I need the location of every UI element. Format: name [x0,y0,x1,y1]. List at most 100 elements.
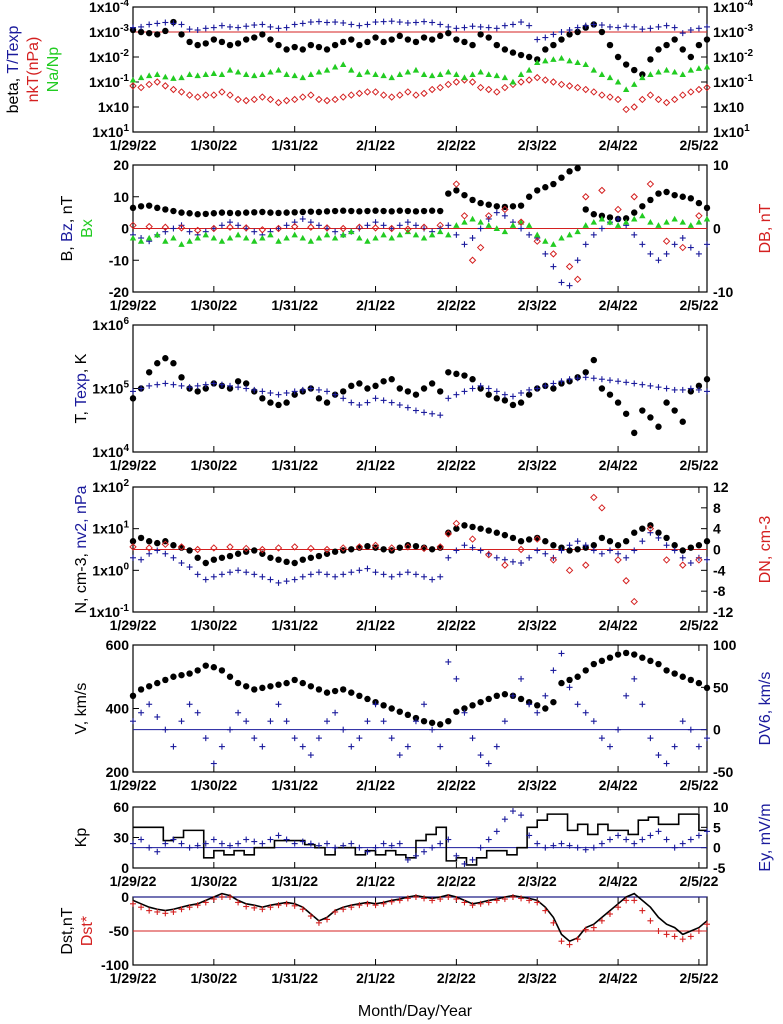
data-point [162,27,169,35]
data-point [388,842,395,849]
data-point [429,576,436,583]
data-point [178,31,185,38]
data-point [339,231,347,238]
data-point [340,906,347,913]
data-point [235,709,242,716]
data-point [493,41,501,49]
dst-line [132,892,708,943]
data-point [162,380,169,387]
data-point [388,36,395,43]
data-point [704,556,710,563]
data-point [517,538,525,545]
y-tick-label: 0 [121,889,129,905]
data-point [356,234,363,241]
data-point [517,399,525,406]
data-point [371,224,380,232]
data-point [437,207,444,215]
data-point [387,93,396,101]
data-point [259,71,266,77]
data-point [242,544,250,553]
data-point [622,218,630,225]
data-point [534,840,541,847]
data-point [525,222,533,228]
data-point [437,388,444,395]
data-point [299,74,306,81]
data-point [598,376,605,383]
series-T [129,355,711,437]
data-point [146,382,153,389]
data-point [275,401,282,409]
data-point [364,565,371,572]
data-point [501,46,509,53]
data-point [258,545,267,554]
data-point [420,718,428,725]
data-point [137,534,145,542]
data-point [550,180,557,188]
data-point [453,370,460,378]
data-point [129,234,137,241]
data-point [283,234,290,241]
y-axis-label-right: Ey, mV/m [757,803,774,871]
data-point [662,556,671,564]
data-point [534,36,541,43]
data-point [178,559,185,566]
data-point [307,238,315,244]
data-point [259,550,266,557]
data-point [485,695,492,703]
data-point [541,76,550,84]
data-point [202,71,209,77]
data-point [429,897,436,904]
data-point [291,735,298,742]
data-point [477,68,484,75]
data-point [315,18,322,25]
y-tick-label: 1x104 [92,443,129,460]
data-point [356,844,363,851]
data-point [210,70,218,76]
data-point [315,395,323,402]
data-point [130,900,136,907]
data-point [526,231,533,238]
data-point [146,21,153,28]
data-point [130,24,136,31]
data-point [218,88,226,96]
data-point [404,36,412,43]
data-point [275,238,282,244]
series-Ey [130,808,710,867]
data-point [485,24,492,31]
data-point [647,414,654,421]
x-tick-label: 2/3/22 [518,873,557,889]
data-point [671,24,678,31]
data-point [695,218,703,225]
data-point [501,83,509,92]
data-point [493,743,500,750]
y-tick-label: -50 [109,923,129,939]
data-point [615,832,622,839]
data-point [695,41,703,49]
y-tick-label-right: 0 [713,840,721,856]
data-point [364,695,371,703]
data-point [453,675,460,682]
data-point [178,209,185,216]
data-point [259,21,266,28]
data-point [235,840,242,847]
data-point [429,19,436,26]
data-point [161,223,170,231]
y-tick-label-right: 50 [713,679,729,695]
data-point [242,380,250,387]
data-point [606,214,614,221]
data-point [517,545,525,554]
data-point [590,211,598,218]
data-point [154,20,161,27]
data-point [606,93,614,101]
data-point [437,896,444,903]
data-point [598,225,605,232]
data-point [186,701,193,708]
data-point [364,542,371,550]
y-tick-label-right: 1x10-2 [713,48,753,65]
data-point [703,36,711,43]
data-point [299,906,306,913]
data-point [614,651,622,658]
x-tick-label: 1/30/22 [190,777,237,793]
data-point [145,80,153,89]
